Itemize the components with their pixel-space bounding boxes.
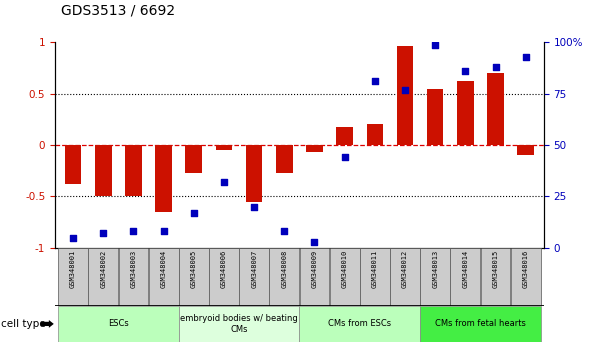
Point: [521, 54, 530, 60]
Point: [370, 79, 379, 84]
Bar: [246, 145, 263, 202]
Bar: [481, 248, 510, 306]
Bar: [186, 145, 202, 173]
Bar: [155, 145, 172, 212]
Point: [68, 235, 78, 240]
Bar: [276, 145, 293, 173]
Bar: [487, 73, 504, 145]
Text: GSM348012: GSM348012: [402, 250, 408, 288]
Bar: [367, 124, 383, 145]
Bar: [89, 248, 118, 306]
Point: [159, 229, 169, 234]
Text: GSM348002: GSM348002: [100, 250, 106, 288]
Bar: [390, 248, 420, 306]
Text: ESCs: ESCs: [108, 319, 129, 329]
Bar: [457, 81, 474, 145]
Text: GSM348003: GSM348003: [130, 250, 136, 288]
Point: [491, 64, 500, 70]
Point: [310, 239, 320, 245]
Text: CMs from fetal hearts: CMs from fetal hearts: [435, 319, 526, 329]
Bar: [95, 145, 112, 196]
Point: [189, 210, 199, 216]
Text: GDS3513 / 6692: GDS3513 / 6692: [61, 4, 175, 18]
Bar: [216, 145, 232, 150]
Bar: [336, 127, 353, 145]
Bar: [178, 306, 299, 342]
Bar: [360, 248, 390, 306]
Bar: [119, 248, 148, 306]
Text: embryoid bodies w/ beating
CMs: embryoid bodies w/ beating CMs: [180, 314, 298, 333]
Text: GSM348013: GSM348013: [432, 250, 438, 288]
Bar: [148, 248, 178, 306]
Point: [430, 42, 440, 47]
Bar: [306, 145, 323, 152]
Bar: [518, 145, 534, 155]
Bar: [125, 145, 142, 196]
Text: GSM348016: GSM348016: [522, 250, 529, 288]
Bar: [450, 248, 480, 306]
Bar: [427, 88, 444, 145]
Point: [249, 204, 259, 210]
Text: GSM348006: GSM348006: [221, 250, 227, 288]
Text: GSM348014: GSM348014: [463, 250, 469, 288]
Bar: [58, 248, 88, 306]
Text: cell type: cell type: [1, 319, 45, 329]
Bar: [511, 248, 541, 306]
Text: CMs from ESCs: CMs from ESCs: [328, 319, 391, 329]
Text: GSM348011: GSM348011: [372, 250, 378, 288]
Text: GSM348004: GSM348004: [161, 250, 167, 288]
Bar: [420, 248, 450, 306]
Bar: [299, 248, 329, 306]
Text: GSM348008: GSM348008: [281, 250, 287, 288]
Bar: [397, 46, 413, 145]
Bar: [209, 248, 239, 306]
Text: GSM348009: GSM348009: [312, 250, 318, 288]
Bar: [299, 306, 420, 342]
Point: [279, 229, 289, 234]
Point: [219, 179, 229, 185]
Bar: [58, 306, 178, 342]
Bar: [269, 248, 299, 306]
Bar: [239, 248, 269, 306]
Text: GSM348005: GSM348005: [191, 250, 197, 288]
Point: [400, 87, 410, 92]
Bar: [65, 145, 81, 184]
Point: [98, 230, 108, 236]
Bar: [330, 248, 360, 306]
Point: [461, 68, 470, 74]
Text: GSM348001: GSM348001: [70, 250, 76, 288]
Text: GSM348015: GSM348015: [492, 250, 499, 288]
Bar: [179, 248, 209, 306]
Text: GSM348007: GSM348007: [251, 250, 257, 288]
Text: GSM348010: GSM348010: [342, 250, 348, 288]
Point: [128, 229, 138, 234]
Point: [340, 155, 349, 160]
Bar: [420, 306, 541, 342]
